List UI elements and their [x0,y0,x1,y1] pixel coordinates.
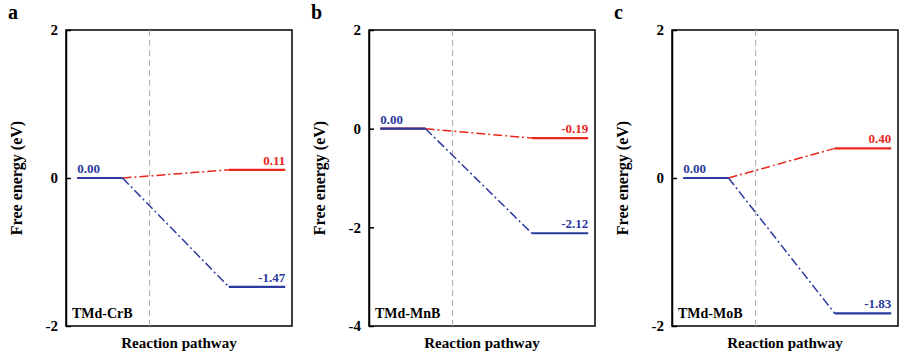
connector [729,148,835,178]
energy-level [683,177,728,179]
tick-mark [672,326,677,328]
y-axis: -4 -2 0 2 [349,22,375,334]
plot-frame [369,30,595,326]
annotation: TMd-MnB [375,306,440,321]
data-label: -0.19 [561,121,589,136]
energy-level [380,128,425,130]
tick: -2 [652,318,678,334]
tick-mark [66,178,71,180]
tick: -2 [349,220,375,236]
figure: -2 0 2 0.00 -1.47 0.11 TMd-CrB Reaction pathway… [0,0,911,358]
data-label: 0.00 [683,161,706,176]
tick-label: 0 [51,170,59,186]
data-label: 0.40 [868,131,891,146]
divider [755,30,756,326]
y-axis: -2 0 2 [46,22,72,334]
panel-letter: c [614,1,623,23]
connector [426,129,532,138]
annotation: TMd-MoB [678,306,743,321]
tick-label: -2 [349,220,362,236]
tick-label: 2 [354,22,362,38]
panel: -2 0 2 0.00 -1.47 0.11 TMd-CrB Reaction pathway… [8,1,292,351]
energy-level [77,177,122,179]
data-labels: 0.00 -2.12 -0.19 [380,112,588,232]
x-axis-title: Reaction pathway [121,335,237,351]
tick-label: -2 [46,318,59,334]
tick-label: -4 [349,318,362,334]
marks [380,129,588,234]
tick: 2 [657,22,678,38]
marks [683,148,891,313]
tick-mark [369,227,374,229]
connector [123,170,229,178]
energy-level [835,147,892,149]
energy-level [683,177,728,179]
tick-mark [369,326,374,328]
y-axis-title: Free energy (eV) [8,121,26,235]
tick: 0 [657,170,678,186]
data-label: -1.83 [864,296,892,311]
panel: -2 0 2 0.00 -1.83 0.40 TMd-MoB Reaction pathway… [614,1,898,351]
tick-label: 2 [51,22,59,38]
tick-mark [66,326,71,328]
energy-level [532,232,589,234]
y-axis-title: Free energy (eV) [311,121,329,235]
tick: 2 [354,22,375,38]
tick: 2 [51,22,72,38]
energy-level [532,137,589,139]
energy-level [380,128,425,130]
data-label: 0.00 [77,161,100,176]
annotation: TMd-CrB [72,306,133,321]
data-labels: 0.00 -1.83 0.40 [683,131,891,311]
panel-letter: a [8,1,18,23]
marks [77,170,285,287]
tick: -2 [46,318,72,334]
tick-mark [369,128,374,130]
x-axis-title: Reaction pathway [727,335,843,351]
tick: -4 [349,318,375,334]
panel-letter: b [311,1,322,23]
y-axis: -2 0 2 [652,22,678,334]
y-axis-title: Free energy (eV) [614,121,632,235]
energy-level [77,177,122,179]
connector [426,129,532,234]
data-label: -2.12 [561,216,588,231]
tick-label: 0 [354,121,362,137]
x-axis-title: Reaction pathway [424,335,540,351]
energy-level [229,286,286,288]
energy-level [229,169,286,171]
connector [123,178,229,287]
data-label: 0.00 [380,112,403,127]
data-label: 0.11 [263,153,285,168]
divider [149,30,150,326]
tick-label: -2 [652,318,665,334]
tick: 0 [354,121,375,137]
energy-level [835,312,892,314]
panel: -4 -2 0 2 0.00 -2.12 -0.19 TMd-MnB Reaction path… [311,1,595,351]
axis-line [369,31,371,327]
tick-label: 0 [657,170,665,186]
data-labels: 0.00 -1.47 0.11 [77,153,285,285]
tick-mark [672,30,677,32]
plot-frame [66,30,292,326]
tick-mark [369,30,374,32]
tick-label: 2 [657,22,665,38]
tick: 0 [51,170,72,186]
connector [729,178,835,313]
plot-frame [672,30,898,326]
tick-mark [672,178,677,180]
tick-mark [66,30,71,32]
data-label: -1.47 [258,270,286,285]
divider [452,30,453,326]
